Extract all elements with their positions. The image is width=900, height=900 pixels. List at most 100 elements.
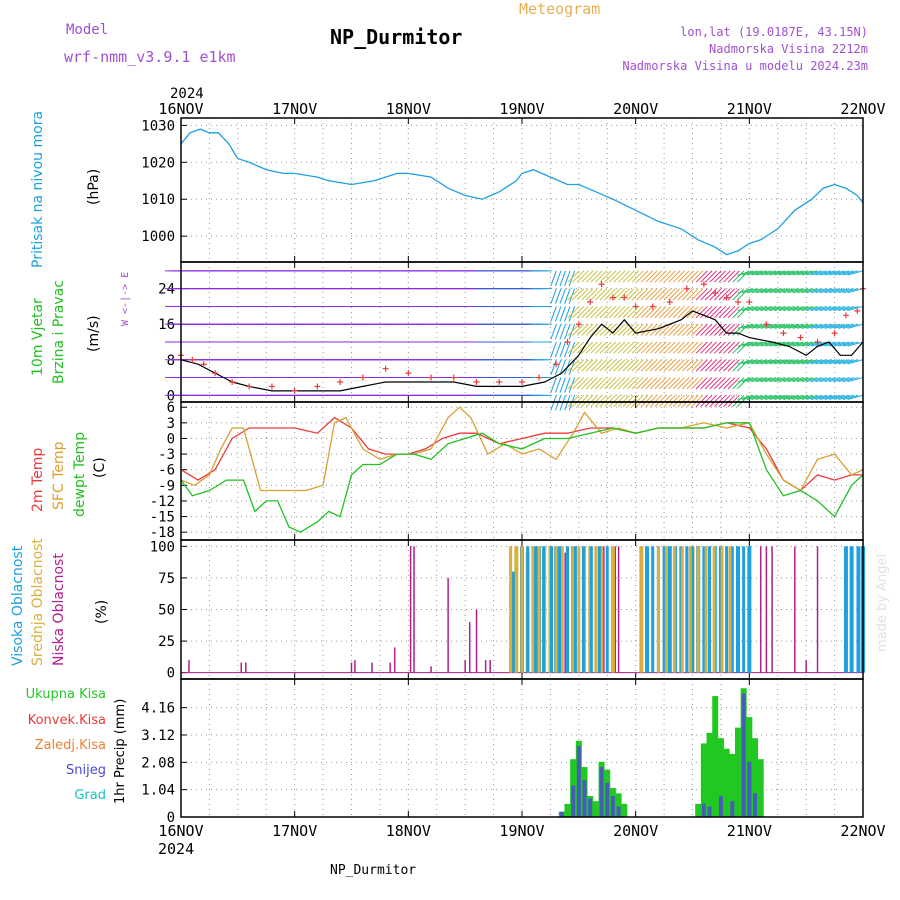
wind-barb: [672, 306, 685, 319]
pressure-labels: Pritisak na nivou mora (hPa): [30, 111, 102, 268]
wind-gust-mark: [763, 321, 770, 328]
wind-barb: [815, 377, 832, 383]
wind-barb: [599, 377, 612, 390]
wind-barb: [599, 394, 612, 408]
low-cloud-bar: [759, 546, 762, 673]
wind-barb: [815, 288, 832, 294]
total-precip-bar: [712, 696, 719, 817]
total-precip-bar: [621, 803, 628, 817]
high-cloud-bar: [645, 546, 650, 673]
wind-barb: [833, 270, 850, 276]
low-cloud-bar: [464, 660, 466, 673]
wind-barb: [576, 306, 589, 319]
top-day-label: 19NOV: [499, 100, 544, 118]
wind-barb: [810, 394, 827, 400]
wind-barb: [760, 359, 777, 365]
wind-barb: [668, 341, 681, 354]
wind-barb: [742, 377, 758, 383]
wind-barb: [585, 341, 598, 354]
cloud-band-bar: [704, 546, 708, 673]
wind-barb: [751, 323, 768, 329]
t2m-line: [180, 416, 863, 492]
low-cloud-bar: [447, 577, 449, 673]
y-tick-label: 0: [167, 431, 175, 447]
wind-barb: [842, 394, 859, 400]
wind-barb: [792, 359, 809, 365]
cloud-band-bar: [712, 546, 716, 673]
wind-barb: [824, 323, 841, 329]
low-cloud-bar: [603, 546, 605, 673]
wind-barb: [704, 323, 717, 336]
wind-barb: [559, 359, 566, 375]
wind-barb: [765, 305, 781, 312]
dewpt-line: [180, 422, 864, 533]
cloud-band-bar: [534, 546, 538, 673]
wind-barb: [718, 270, 731, 283]
wind-barb: [617, 288, 630, 301]
wind-barb: [554, 324, 562, 340]
wind-barb: [829, 394, 845, 400]
wind-barb: [847, 323, 864, 329]
wind-barb: [550, 377, 557, 393]
pressure-ylabel: Pritisak na nivou mora: [30, 111, 46, 268]
model-altitude-text: Nadmorska Visina u modelu 2024.23m: [622, 59, 868, 73]
wind-barb: [700, 359, 713, 372]
total-precip-bar: [695, 803, 702, 817]
wind-barb: [787, 323, 804, 329]
wind-barb: [801, 270, 818, 276]
wind-barb: [727, 306, 740, 319]
total-precip-bar: [592, 801, 599, 817]
y-tick-label: 4.16: [141, 701, 175, 717]
wind-barb: [787, 359, 804, 365]
total-precip-bar: [757, 759, 764, 817]
y-tick-label: 1030: [141, 118, 175, 134]
wind-barb: [595, 394, 608, 408]
wind-barb: [797, 377, 813, 383]
wind-barb: [755, 288, 772, 294]
precip-panel: 0 1.04 2.08 3.12 4.16: [141, 678, 864, 826]
wind-gust-mark: [229, 379, 236, 385]
wind-barb: [631, 341, 644, 354]
wind-barb: [746, 305, 763, 312]
wind-barb: [737, 341, 754, 347]
wind-barb: [585, 306, 598, 319]
wind-barb: [663, 306, 676, 319]
wind-barb: [801, 305, 818, 312]
low-cloud-bar: [617, 546, 620, 673]
wind-gust-mark: [382, 365, 389, 372]
wind-barb: [585, 288, 598, 301]
wind-barb: [755, 323, 772, 329]
precip-unit: 1hr Precip (mm): [113, 699, 128, 804]
wind-gust-mark: [314, 383, 321, 390]
wind-barb: [792, 394, 809, 400]
total-precip-bar: [734, 727, 741, 817]
wind-barb: [769, 377, 786, 383]
wind-barb: [778, 305, 795, 312]
wind-barb: [829, 305, 845, 312]
wind-barb: [663, 359, 676, 372]
wind-barb: [640, 341, 653, 354]
wind-barb: [806, 359, 822, 365]
wind-barbs: [165, 270, 864, 411]
wind-speed-line: [180, 310, 864, 392]
cloud-band-bar: [550, 546, 554, 673]
wind-barb: [819, 288, 836, 294]
wind-barb: [769, 359, 786, 365]
wind-barb: [622, 306, 635, 319]
wind-barb: [677, 359, 690, 372]
wind-barb: [709, 323, 722, 336]
wind-barb: [572, 359, 585, 372]
wind-barb: [617, 359, 630, 372]
wind-barb: [617, 341, 630, 354]
wind-barb: [723, 341, 736, 354]
wind-barb: [700, 306, 713, 319]
wind-barb: [550, 270, 557, 287]
wind-barb: [704, 270, 717, 283]
wind-barb: [751, 270, 768, 276]
wind-barb: [755, 394, 772, 400]
wind-barb: [627, 341, 640, 354]
wind-barb: [723, 270, 736, 283]
snow-bar: [605, 782, 610, 817]
wind-barb: [815, 305, 832, 312]
